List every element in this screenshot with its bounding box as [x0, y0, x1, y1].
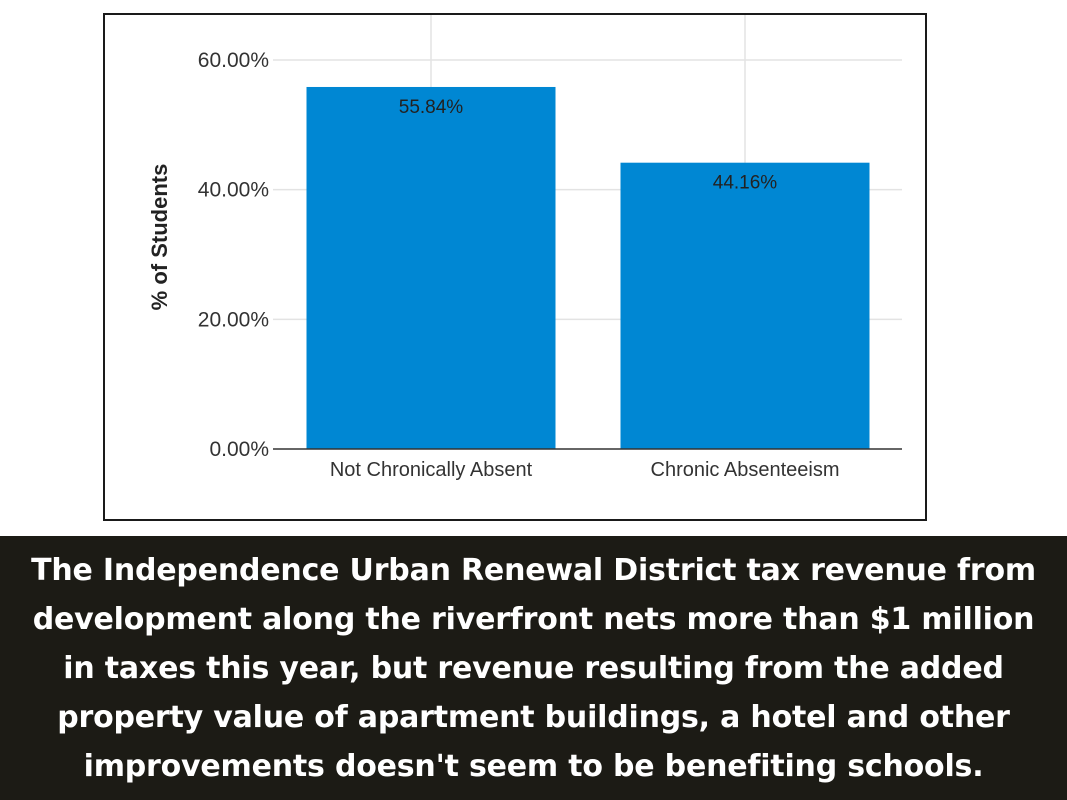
bar [306, 86, 556, 449]
bar-chart: 0.00% 20.00% 40.00% 60.00% 55.84% Not Chronic… [147, 15, 902, 481]
x-category-label: Chronic Absenteeism [651, 459, 840, 481]
chart-frame: 0.00% 20.00% 40.00% 60.00% 55.84% Not Chronic… [103, 13, 927, 521]
bar-value-label: 44.16% [713, 173, 778, 194]
y-axis-title: % of Students [147, 164, 172, 311]
caption-text: The Independence Urban Renewal District … [31, 552, 1036, 784]
y-tick-label: 60.00% [198, 49, 269, 72]
label-layer: 0.00% 20.00% 40.00% 60.00% 55.84% Not Chronic… [198, 49, 902, 481]
y-tick-label: 0.00% [209, 438, 269, 461]
bar [620, 162, 870, 450]
x-category-label: Not Chronically Absent [330, 459, 533, 481]
y-tick-label: 20.00% [198, 308, 269, 331]
caption-box: The Independence Urban Renewal District … [0, 536, 1067, 800]
bar-value-label: 55.84% [399, 97, 464, 118]
bar-layer [306, 86, 870, 450]
y-tick-label: 40.00% [198, 179, 269, 202]
